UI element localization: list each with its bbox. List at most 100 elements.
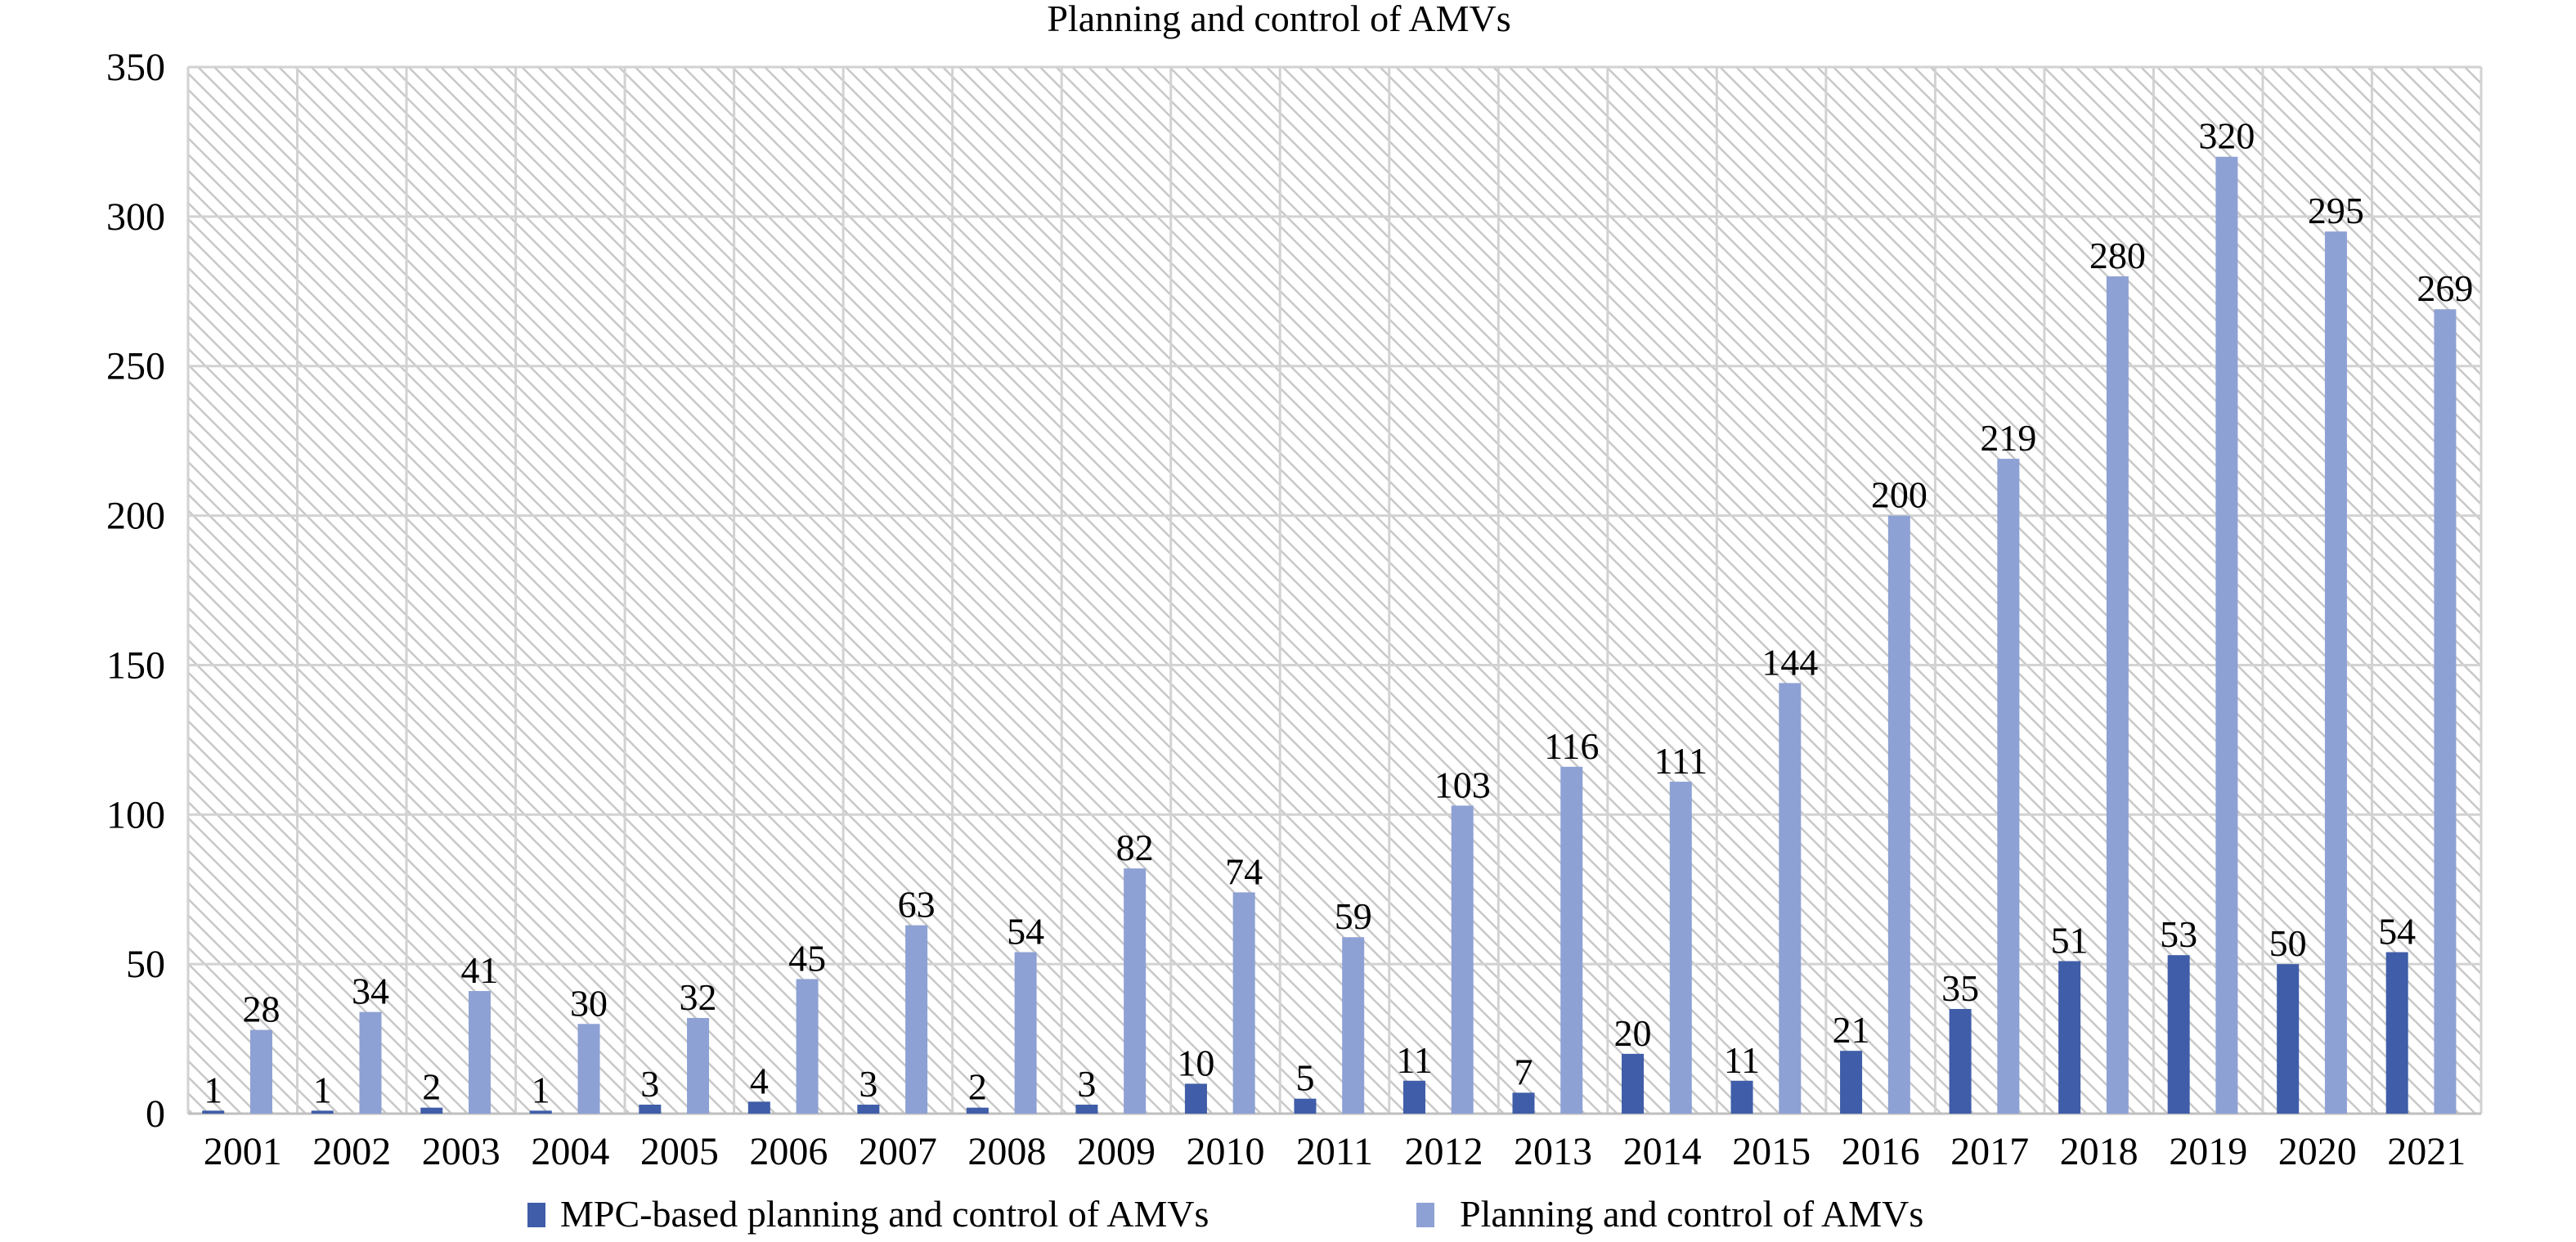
data-label-planning: 116 <box>1544 725 1599 767</box>
bar-planning <box>249 1029 272 1114</box>
bar-planning <box>1014 952 1037 1114</box>
data-label-planning: 32 <box>680 976 717 1018</box>
data-label-planning: 280 <box>2089 235 2146 276</box>
bar-mpc <box>529 1110 552 1114</box>
data-label-planning: 34 <box>352 971 389 1012</box>
bar-planning <box>469 991 491 1114</box>
x-tick-label: 2004 <box>531 1130 609 1173</box>
bar-mpc <box>2058 961 2081 1114</box>
bar-mpc <box>1075 1105 1098 1114</box>
y-tick-label: 150 <box>106 643 165 687</box>
x-tick-label: 2014 <box>1623 1130 1702 1173</box>
bar-planning <box>905 925 928 1114</box>
bar-planning <box>796 979 819 1114</box>
data-label-planning: 219 <box>1980 417 2036 459</box>
data-label-mpc: 35 <box>1941 967 1979 1009</box>
bar-planning <box>2215 156 2238 1114</box>
x-tick-label: 2017 <box>1950 1130 2029 1173</box>
bar-mpc <box>1730 1080 1753 1114</box>
bar-mpc <box>1840 1051 1863 1114</box>
data-label-planning: 200 <box>1871 474 1928 516</box>
bar-mpc <box>1184 1083 1207 1114</box>
data-label-mpc: 11 <box>1724 1039 1760 1081</box>
bars <box>202 156 2457 1114</box>
bar-mpc <box>1402 1080 1425 1114</box>
data-label-planning: 82 <box>1116 827 1154 868</box>
bar-planning <box>1560 766 1583 1114</box>
bar-mpc <box>202 1110 225 1114</box>
y-tick-label: 250 <box>106 345 165 388</box>
data-label-mpc: 20 <box>1614 1012 1652 1054</box>
data-label-mpc: 1 <box>532 1069 550 1110</box>
bar-planning <box>577 1024 600 1114</box>
data-label-planning: 59 <box>1335 895 1372 937</box>
data-label-mpc: 1 <box>313 1069 332 1110</box>
data-label-mpc: 3 <box>1077 1063 1096 1105</box>
data-label-mpc: 2 <box>422 1066 441 1108</box>
data-label-mpc: 2 <box>968 1066 987 1108</box>
legend-swatch-mpc <box>527 1203 545 1227</box>
y-tick-label: 50 <box>126 943 165 986</box>
x-tick-label: 2018 <box>2060 1130 2138 1173</box>
data-label-mpc: 4 <box>750 1060 769 1101</box>
y-tick-label: 350 <box>106 46 165 89</box>
y-tick-label: 100 <box>106 793 165 836</box>
x-axis-tick-labels: 2001 2002 2003 2004 2005 2006 2007 2008 2009 2010… <box>204 1130 2466 1173</box>
legend: MPC-based planning and control of AMVs P… <box>527 1193 1923 1235</box>
legend-label-planning: Planning and control of AMVs <box>1460 1193 1923 1235</box>
bar-planning <box>687 1017 710 1114</box>
x-tick-label: 2005 <box>640 1130 719 1173</box>
x-tick-label: 2015 <box>1732 1130 1811 1173</box>
y-tick-label: 300 <box>106 195 165 239</box>
x-tick-label: 2003 <box>422 1130 500 1173</box>
data-label-mpc: 3 <box>640 1063 659 1105</box>
x-tick-label: 2009 <box>1077 1130 1156 1173</box>
bar-mpc <box>1512 1092 1535 1114</box>
bar-planning <box>1342 937 1365 1114</box>
chart-title: Planning and control of AMVs <box>1047 0 1510 39</box>
data-label-planning: 295 <box>2308 190 2364 231</box>
data-label-planning: 54 <box>1007 911 1044 953</box>
x-tick-label: 2020 <box>2278 1130 2357 1173</box>
x-tick-label: 2011 <box>1296 1130 1373 1173</box>
bar-mpc <box>639 1105 662 1114</box>
data-label-mpc: 54 <box>2378 911 2416 953</box>
bar-mpc <box>747 1101 770 1114</box>
data-label-planning: 111 <box>1654 740 1708 782</box>
y-tick-label: 200 <box>106 495 165 538</box>
x-tick-label: 2021 <box>2387 1130 2466 1173</box>
data-label-mpc: 50 <box>2269 922 2307 964</box>
data-label-planning: 28 <box>242 989 280 1030</box>
bar-mpc <box>420 1107 443 1114</box>
bar-planning <box>2434 309 2457 1114</box>
bar-planning <box>1887 515 1910 1114</box>
bar-planning <box>1124 868 1147 1114</box>
bar-mpc <box>2167 955 2190 1114</box>
bar-planning <box>1997 459 2020 1114</box>
y-tick-label: 0 <box>146 1092 165 1136</box>
data-label-planning: 320 <box>2198 115 2255 157</box>
legend-label-mpc: MPC-based planning and control of AMVs <box>560 1193 1209 1235</box>
bar-mpc <box>1294 1098 1317 1114</box>
bar-mpc <box>2385 952 2408 1114</box>
data-label-mpc: 1 <box>204 1069 222 1110</box>
x-tick-label: 2006 <box>749 1130 828 1173</box>
data-label-planning: 269 <box>2417 267 2473 309</box>
y-axis-tick-labels: 0 50 100 150 200 250 300 350 <box>106 46 165 1136</box>
data-label-mpc: 51 <box>2051 919 2089 961</box>
x-tick-label: 2008 <box>967 1130 1046 1173</box>
x-tick-label: 2013 <box>1514 1130 1592 1173</box>
bar-planning <box>1232 892 1255 1114</box>
legend-swatch-planning <box>1416 1203 1434 1227</box>
bar-planning <box>1779 683 1802 1114</box>
bar-mpc <box>966 1107 989 1114</box>
data-label-mpc: 5 <box>1295 1057 1314 1099</box>
data-label-mpc: 3 <box>859 1063 877 1105</box>
data-label-planning: 144 <box>1761 641 1818 683</box>
gridlines <box>186 65 2483 1115</box>
bar-mpc <box>311 1110 334 1114</box>
data-label-planning: 63 <box>898 884 936 926</box>
x-tick-label: 2007 <box>859 1130 937 1173</box>
bar-planning <box>359 1011 382 1114</box>
